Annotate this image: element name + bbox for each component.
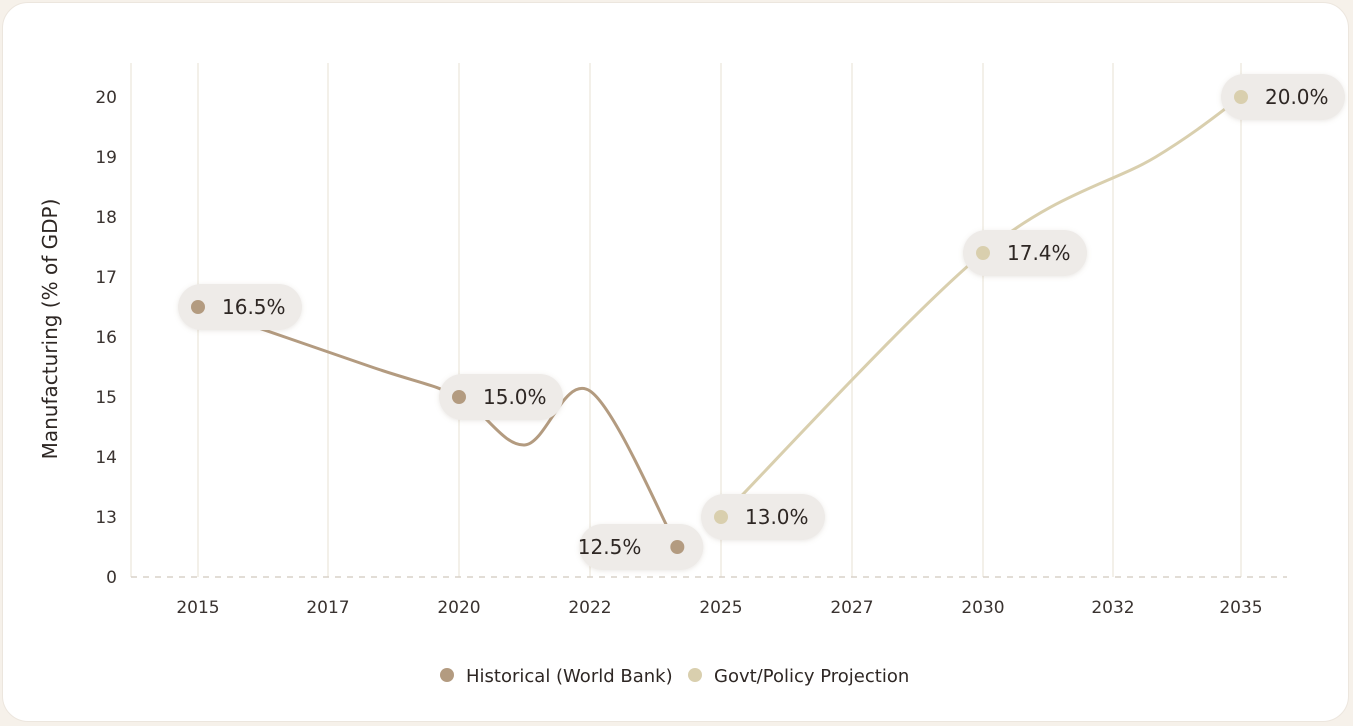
- data-point-13-0pct: 13.0%: [701, 494, 825, 540]
- data-label-pill: [1221, 74, 1345, 120]
- series-line-projection: [719, 95, 1243, 519]
- legend: Historical (World Bank) Govt/Policy Proje…: [440, 666, 909, 687]
- x-tick-label: 2022: [568, 598, 611, 618]
- data-point-17-4pct: 17.4%: [963, 230, 1087, 276]
- x-tick-label: 2025: [699, 598, 742, 618]
- x-tick-label: 2035: [1219, 598, 1262, 618]
- legend-marker-historical: [440, 668, 454, 682]
- y-tick-label: 13: [95, 508, 117, 528]
- y-tick-label: 18: [95, 208, 117, 228]
- data-label: 15.0%: [483, 385, 547, 409]
- x-tick-label: 2020: [437, 598, 480, 618]
- data-label-pill: [439, 374, 563, 420]
- data-point-marker: [452, 390, 466, 404]
- x-tick-label: 2030: [961, 598, 1004, 618]
- data-point-15-0pct: 15.0%: [439, 374, 563, 420]
- y-tick-label: 0: [106, 568, 117, 588]
- data-point-marker: [976, 246, 990, 260]
- legend-label-projection: Govt/Policy Projection: [714, 666, 909, 687]
- data-label-pill: [178, 284, 302, 330]
- data-point-12-5pct: 12.5%: [578, 524, 704, 570]
- data-point-20-0pct: 20.0%: [1221, 74, 1345, 120]
- x-tick-label: 2032: [1091, 598, 1134, 618]
- data-label: 20.0%: [1265, 85, 1329, 109]
- data-label: 17.4%: [1007, 241, 1071, 265]
- x-tick-label: 2015: [176, 598, 219, 618]
- data-label: 12.5%: [578, 535, 642, 559]
- data-label-pill: [701, 494, 825, 540]
- data-point-16-5pct: 16.5%: [178, 284, 302, 330]
- y-tick-label: 14: [95, 448, 117, 468]
- legend-label-historical: Historical (World Bank): [466, 666, 673, 687]
- x-tick-label: 2027: [830, 598, 873, 618]
- data-label: 13.0%: [745, 505, 809, 529]
- y-axis-label: Manufacturing (% of GDP): [38, 199, 62, 460]
- x-tick-label: 2017: [306, 598, 349, 618]
- data-label-pill: [963, 230, 1087, 276]
- y-tick-label: 17: [95, 268, 117, 288]
- y-tick-label: 15: [95, 388, 117, 408]
- y-tick-label: 19: [95, 148, 117, 168]
- legend-marker-projection: [688, 668, 702, 682]
- data-point-marker: [1234, 90, 1248, 104]
- data-point-marker: [191, 300, 205, 314]
- y-tick-label: 20: [95, 88, 117, 108]
- data-label-pill: [579, 524, 704, 570]
- data-label: 16.5%: [222, 295, 286, 319]
- series-line-historical: [196, 305, 679, 549]
- data-point-marker: [714, 510, 728, 524]
- data-point-marker: [670, 540, 685, 554]
- line-chart: 0 13 14 15 16 17 18 19 20 2015 2017 2020 2022 2025 202…: [38, 63, 1345, 687]
- y-tick-label: 16: [95, 328, 117, 348]
